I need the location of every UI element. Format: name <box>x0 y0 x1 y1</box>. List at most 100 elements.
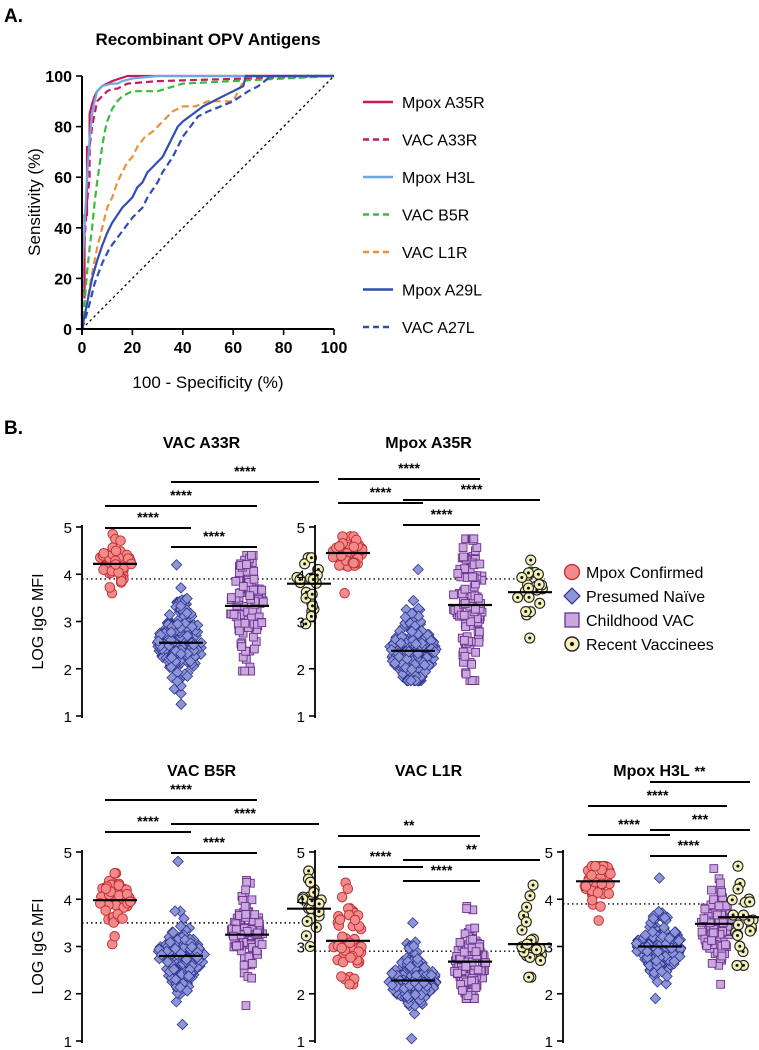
data-point-square <box>243 561 251 569</box>
dot-plot-vac-l1r: VAC L1R12345 ************ <box>297 763 552 1050</box>
dot-plot-y-tick-label: 5 <box>64 845 72 862</box>
dot-plot-title: Mpox H3L <box>613 763 690 780</box>
data-point-center-dot <box>731 898 734 901</box>
data-point-center-dot <box>528 596 531 599</box>
dot-plot-y-tick-label: 4 <box>297 892 305 909</box>
data-point-square <box>475 594 483 602</box>
roc-reference-diagonal <box>82 76 334 329</box>
data-point-circle <box>587 871 597 881</box>
dot-plot-y-tick-label: 2 <box>545 987 553 1004</box>
significance-label: ** <box>695 763 706 779</box>
significance-label: **** <box>203 528 225 544</box>
data-point-square <box>718 888 726 896</box>
data-point-square <box>454 969 462 977</box>
data-point-square <box>461 600 469 608</box>
data-point-circle <box>604 889 614 899</box>
data-point-center-dot <box>738 945 741 948</box>
data-point-center-dot <box>310 615 313 618</box>
data-point-square <box>240 961 248 969</box>
roc-y-axis-label: Sensitivity (%) <box>25 148 44 256</box>
data-point-center-dot <box>317 910 320 913</box>
data-point-center-dot <box>747 919 750 922</box>
data-point-square <box>246 592 254 600</box>
data-point-center-dot <box>311 593 314 596</box>
roc-legend-label: VAC A33R <box>402 133 477 150</box>
roc-x-tick-label: 20 <box>124 340 142 357</box>
data-point-circle <box>593 888 603 898</box>
data-point-center-dot <box>516 596 519 599</box>
dot-plot-y-tick-label: 1 <box>297 709 305 726</box>
data-point-center-dot <box>309 881 312 884</box>
data-point-circle <box>125 897 135 907</box>
dot-plot-y-tick-label: 4 <box>545 892 553 909</box>
data-point-square <box>717 879 725 887</box>
data-point-center-dot <box>527 587 530 590</box>
data-point-circle <box>350 915 360 925</box>
dot-plot-title: VAC B5R <box>167 763 236 780</box>
data-point-square <box>701 905 709 913</box>
roc-legend-label: VAC A27L <box>402 320 475 337</box>
data-point-center-dot <box>303 562 306 565</box>
data-point-square <box>250 575 258 583</box>
roc-legend-label: Mpox H3L <box>402 170 475 187</box>
roc-legend: Mpox A35RVAC A33RMpox H3LVAC B5RVAC L1RM… <box>363 95 485 337</box>
data-point-center-dot <box>535 948 538 951</box>
data-point-square <box>251 911 259 919</box>
data-point-circle <box>116 536 126 546</box>
data-point-square <box>462 963 470 971</box>
roc-plot: 0204060801000 20 40 60 80 100 <box>45 69 347 357</box>
data-point-center-dot <box>737 923 740 926</box>
data-point-square <box>454 570 462 578</box>
data-point-square <box>710 865 718 873</box>
data-point-center-dot <box>529 559 532 562</box>
data-point-square <box>471 924 479 932</box>
data-point-diamond <box>654 873 664 883</box>
data-point-square <box>230 611 238 619</box>
significance-label: **** <box>137 813 159 829</box>
data-point-diamond <box>173 856 183 866</box>
data-point-circle <box>335 915 345 925</box>
dot-plot-y-tick-label: 5 <box>297 520 305 537</box>
legend-marker-circle <box>565 565 580 580</box>
data-point-square <box>460 553 468 561</box>
roc-y-tick-label: 80 <box>54 120 72 137</box>
roc-title: Recombinant OPV Antigens <box>95 30 320 49</box>
data-point-circle <box>346 953 356 963</box>
roc-x-tick-label: 40 <box>174 340 192 357</box>
roc-legend-label: VAC B5R <box>402 208 469 225</box>
data-point-square <box>255 919 263 927</box>
legend-label: Mpox Confirmed <box>586 565 703 582</box>
data-point-center-dot <box>311 604 314 607</box>
data-point-square <box>708 959 716 967</box>
data-point-circle <box>349 542 359 552</box>
data-point-square <box>470 535 478 543</box>
data-point-square <box>475 638 483 646</box>
dot-plot-y-tick-label: 1 <box>545 1034 553 1050</box>
significance-label: **** <box>398 460 420 476</box>
data-point-square <box>474 966 482 974</box>
significance-label: **** <box>234 463 256 479</box>
data-point-square <box>248 974 256 982</box>
data-point-center-dot <box>749 930 752 933</box>
dot-plot-y-tick-label: 2 <box>64 987 72 1004</box>
data-point-square <box>461 585 469 593</box>
data-point-square <box>460 636 468 644</box>
roc-y-tick-label: 100 <box>45 69 72 86</box>
dot-plot-mpox-a35r: Mpox A35R12345**************** <box>297 435 552 726</box>
data-point-square <box>235 627 243 635</box>
significance-label: **** <box>370 484 392 500</box>
data-point-square <box>248 551 256 559</box>
data-point-center-dot <box>528 894 531 897</box>
significance-label: **** <box>370 848 392 864</box>
data-point-circle <box>590 861 600 871</box>
data-point-square <box>248 960 256 968</box>
data-point-circle <box>345 980 355 990</box>
dot-plot-title: VAC A33R <box>163 435 241 452</box>
data-point-center-dot <box>522 914 525 917</box>
significance-label: **** <box>461 481 483 497</box>
dot-plot-y-axis-label: LOG IgG MFI <box>30 898 47 994</box>
data-point-square <box>698 928 706 936</box>
data-point-circle <box>335 542 345 552</box>
data-point-circle <box>581 881 591 891</box>
data-point-center-dot <box>527 571 530 574</box>
